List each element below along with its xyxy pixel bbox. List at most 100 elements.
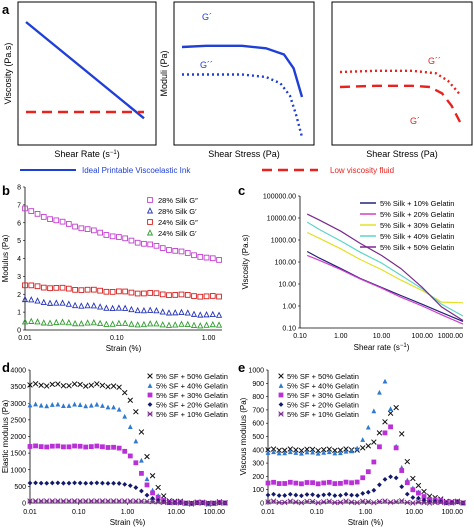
b-ytick-label: 6: [17, 220, 21, 227]
d-point-series-5: [105, 498, 111, 504]
d-point-series-3: [150, 490, 155, 496]
d-point-series-3: [144, 482, 150, 488]
e-point-series-1: [265, 447, 271, 453]
e-point-series-4: [365, 489, 371, 495]
e-point-series-2: [338, 450, 343, 456]
e-point-series-5: [404, 499, 411, 506]
e-point-series-5: [393, 498, 399, 505]
c-ytick-label: 10.00: [278, 282, 296, 289]
b-point-series-2: [203, 311, 210, 318]
b-point-series-3: [122, 288, 129, 295]
e-point-series-3: [365, 469, 371, 475]
d-point-series-2: [122, 413, 128, 419]
e-point-series-2: [365, 424, 371, 430]
schematic-frame-3: [331, 1, 473, 146]
e-point-series-2: [293, 450, 299, 455]
d-point-series-5: [71, 498, 78, 504]
b-point-series-1: [91, 227, 97, 234]
e-xtick-label: 0.10: [310, 509, 324, 516]
b-point-series-3: [91, 286, 97, 293]
e-point-series-5: [410, 500, 416, 506]
b-point-series-2: [59, 299, 66, 306]
b-point-series-1: [178, 248, 185, 255]
d-ytick-label: 1500: [10, 451, 26, 458]
e-point-series-5: [443, 500, 450, 506]
d-point-series-2: [83, 403, 89, 409]
e-point-series-5: [382, 498, 388, 504]
d-point-series-4: [72, 480, 77, 486]
e-ytick-label: 700: [252, 407, 264, 414]
d-point-series-3: [116, 445, 122, 451]
e-point-series-5: [337, 499, 344, 506]
d-point-series-1: [155, 484, 161, 491]
schematic-2-curve-2: [182, 73, 304, 138]
b-point-series-1: [191, 252, 197, 259]
c-xtick-label: 0.10: [293, 333, 307, 340]
e-point-series-2: [382, 378, 388, 384]
e-point-series-4: [388, 474, 393, 480]
b-point-series-3: [141, 290, 147, 297]
d-point-series-4: [150, 495, 155, 501]
d-point-series-4: [66, 480, 72, 486]
b-point-series-1: [65, 221, 72, 227]
d-xtick-label: 100.00: [204, 509, 226, 516]
b-point-series-1: [153, 242, 160, 249]
e-point-series-5: [365, 498, 372, 505]
annotation-a2-gprime: G´: [202, 12, 212, 22]
e-point-series-2: [349, 448, 354, 454]
d-point-series-5: [199, 500, 206, 506]
d-point-series-1: [99, 382, 106, 389]
e-point-series-5: [432, 499, 438, 506]
d-xtick-label: 1.00: [121, 509, 135, 516]
e-point-series-3: [354, 479, 360, 485]
d-point-series-2: [55, 401, 61, 407]
e-point-series-4: [304, 492, 310, 497]
e-point-series-4: [276, 493, 282, 498]
e-point-series-5: [343, 498, 349, 504]
d-point-series-5: [88, 498, 95, 504]
e-point-series-3: [287, 479, 293, 485]
schematic-frame-1: [17, 1, 157, 146]
schematic-3-xlabel: Shear Stress (Pa): [366, 149, 438, 159]
d-point-series-3: [66, 444, 72, 450]
d-point-series-5: [121, 498, 128, 504]
e-point-series-3: [399, 468, 405, 473]
b-point-series-4: [28, 317, 35, 324]
b-point-series-4: [65, 319, 72, 326]
e-legend-marker-4: [278, 402, 284, 407]
d-point-series-3: [27, 444, 33, 449]
e-ytick-label: 1000: [248, 368, 264, 375]
d-point-series-4: [61, 480, 66, 486]
e-point-series-4: [360, 491, 366, 496]
d-point-series-1: [160, 493, 167, 499]
b-point-series-4: [184, 320, 191, 328]
b-point-series-1: [47, 216, 53, 223]
e-point-series-5: [421, 499, 427, 506]
c-ytick-label: 10000.00: [267, 216, 296, 223]
b-point-series-1: [22, 205, 28, 212]
d-legend-marker-2: [147, 383, 153, 388]
e-point-series-5: [449, 500, 455, 506]
b-point-series-2: [21, 295, 29, 303]
b-point-series-4: [128, 320, 135, 327]
e-point-series-2: [343, 448, 349, 454]
d-point-series-1: [27, 382, 33, 388]
b-xtick-label: 1.00: [202, 335, 216, 342]
d-point-series-2: [66, 403, 72, 408]
e-point-series-5: [293, 499, 299, 505]
d-point-series-5: [77, 498, 83, 504]
c-ytick-label: 1000.00: [271, 238, 296, 245]
d-point-series-1: [127, 397, 134, 404]
d-point-series-4: [44, 480, 50, 486]
b-ytick-label: 5: [17, 238, 21, 245]
d-ytick-label: 3000: [10, 401, 26, 408]
b-point-series-3: [109, 289, 116, 295]
d-point-series-3: [139, 470, 144, 476]
b-point-series-2: [34, 297, 41, 304]
d-point-series-4: [27, 480, 33, 486]
e-legend-label-5: 5% SF + 10% Gelatin: [287, 410, 359, 419]
b-point-series-4: [209, 320, 216, 328]
e-point-series-1: [287, 446, 294, 452]
b-point-series-2: [90, 302, 97, 309]
d-point-series-4: [55, 480, 61, 486]
